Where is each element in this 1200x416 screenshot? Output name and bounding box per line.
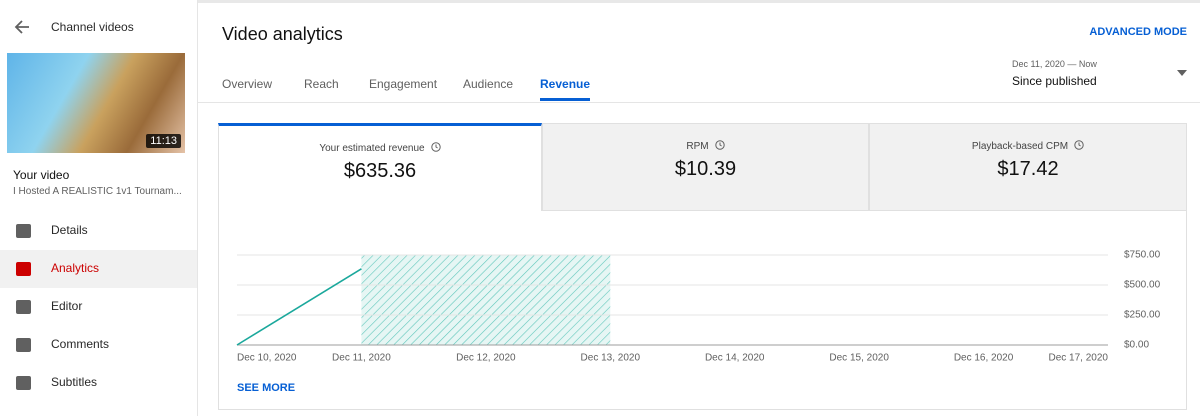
nav-icon [16,224,31,238]
nav-icon [16,376,31,390]
x-tick-label: Dec 16, 2020 [954,353,1014,364]
metric-label: Your estimated revenue [319,143,425,154]
tab[interactable]: Engagement [369,77,438,91]
info-icon[interactable] [430,142,441,152]
date-period: Dec 11, 2020 — Now [1012,59,1097,69]
y-tick-label: $750.00 [1124,250,1161,261]
date-range-label[interactable]: Since published [1012,74,1097,88]
nav-item[interactable]: Subtitles [0,364,197,402]
duration-badge: 11:13 [146,134,181,148]
nav-item[interactable]: Editor [0,288,197,326]
x-tick-label: Dec 13, 2020 [581,353,641,364]
revenue-line [236,268,362,346]
sidebar: Channel videos 11:13 Your video I Hosted… [0,0,198,416]
nav-label: Comments [51,337,110,351]
video-title: I Hosted A REALISTIC 1v1 Tournam... [13,186,182,197]
x-tick-label: Dec 14, 2020 [705,353,765,364]
metric-label-row: Playback-based CPM [870,140,1186,152]
metric-label: RPM [686,141,709,152]
metric-label: Playback-based CPM [971,141,1069,152]
back-label[interactable]: Channel videos [51,20,134,34]
nav-icon [16,338,31,352]
nav-icon [16,300,31,314]
metric-card[interactable]: RPM $10.39 [542,123,869,211]
nav-icon [16,262,31,276]
y-tick-label: $250.00 [1124,310,1161,321]
section-label: Your video [13,168,70,182]
tab[interactable]: Revenue [540,77,591,101]
back-arrow[interactable] [14,19,30,35]
tab[interactable]: Overview [222,77,273,91]
tab[interactable]: Audience [463,77,514,91]
nav-item[interactable]: Analytics [0,250,197,288]
x-tick-label: Dec 11, 2020 [332,353,391,364]
page-title: Video analytics [222,24,343,44]
x-tick-label: Dec 15, 2020 [829,353,889,364]
nav-label: Analytics [51,261,100,275]
y-tick-label: $0.00 [1124,340,1149,351]
top-border [0,0,1200,3]
info-icon[interactable] [714,140,725,150]
tabs-divider [198,102,1200,103]
thumbnail[interactable]: 11:13 [7,53,185,153]
metric-card[interactable]: Your estimated revenue $635.36 [218,123,542,211]
metric-value: $635.36 [343,160,417,182]
highlight-range [361,255,611,345]
y-tick-label: $500.00 [1124,280,1161,291]
dropdown-arrow[interactable] [1177,70,1187,76]
metric-label-row: RPM [543,140,868,152]
nav-label: Subtitles [51,375,98,389]
metric-value: $17.42 [997,158,1059,180]
nav-label: Details [51,223,88,237]
x-tick-label: Dec 12, 2020 [456,353,516,364]
metric-card[interactable]: Playback-based CPM $17.42 [869,123,1187,211]
nav-item[interactable]: Details [0,212,197,250]
info-icon[interactable] [1074,140,1084,150]
metric-value: $10.39 [674,158,737,180]
x-tick-label: Dec 17, 2020 [1049,353,1109,364]
nav-label: Editor [51,299,83,313]
metric-label-row: Your estimated revenue [219,142,541,154]
tab[interactable]: Reach [304,77,339,91]
advanced-mode-button[interactable]: ADVANCED MODE [1089,26,1187,38]
nav-item[interactable]: Comments [0,326,197,364]
x-tick-label: Dec 10, 2020 [237,353,297,364]
see-more-link[interactable]: SEE MORE [237,382,296,394]
